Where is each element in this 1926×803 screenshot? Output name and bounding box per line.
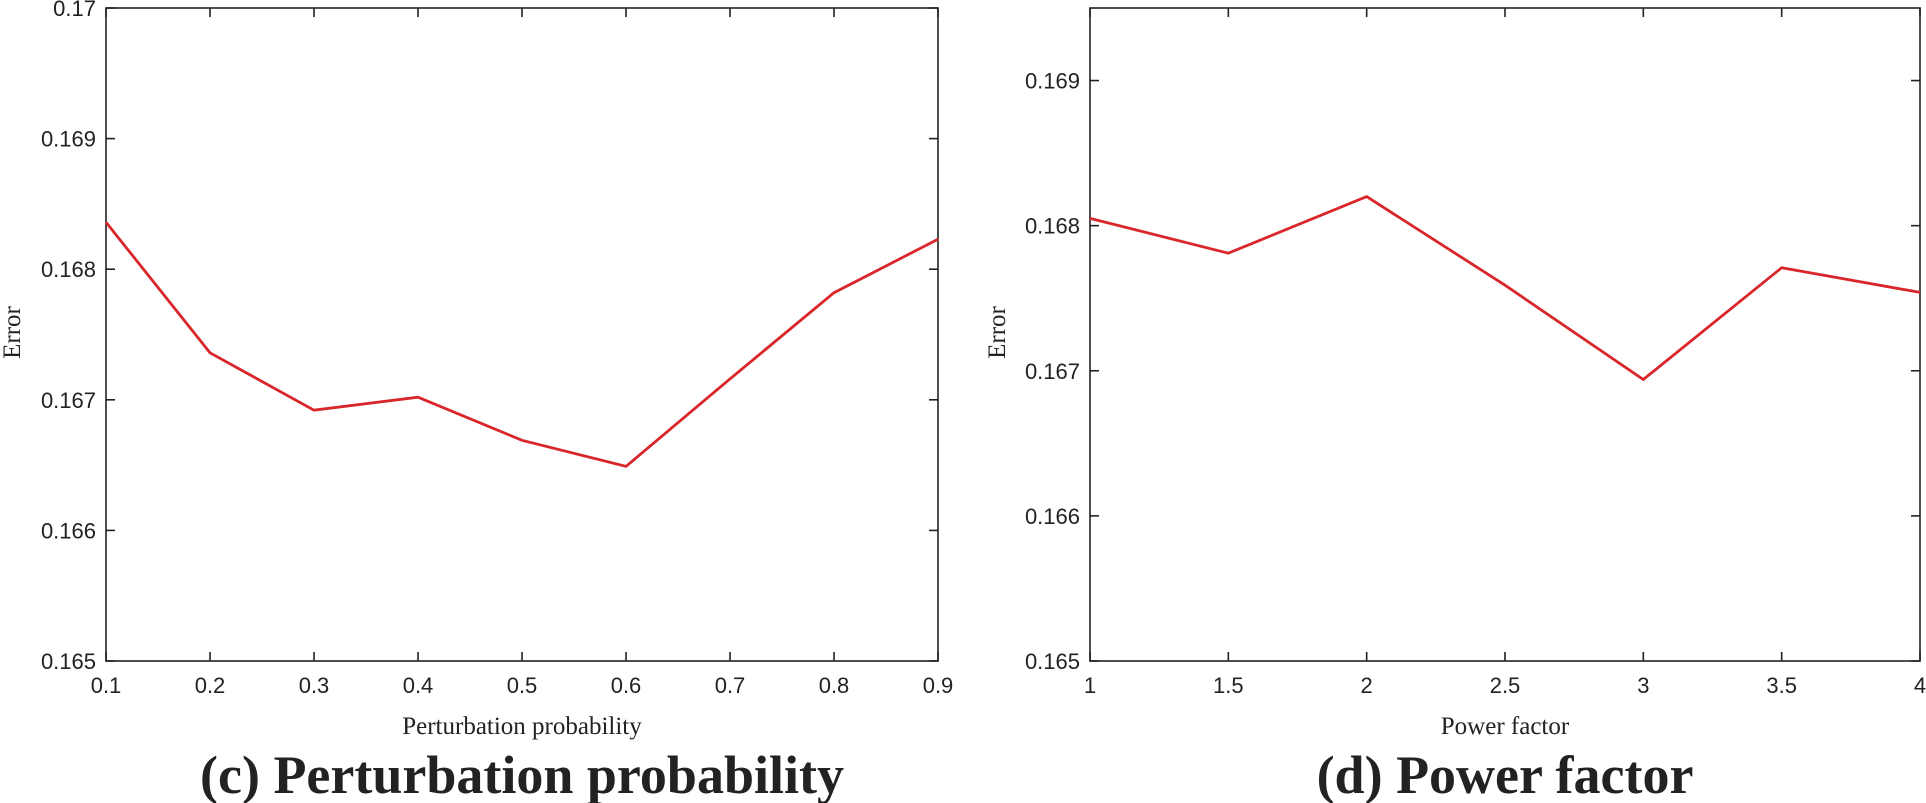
y-tick-label: 0.168 <box>1025 214 1080 239</box>
x-tick-label: 1 <box>1084 673 1096 698</box>
y-axis-label: Error <box>0 305 26 358</box>
x-axis-label: Perturbation probability <box>402 713 642 740</box>
chart-panel-0: 0.1 0.2 0.3 0.4 0.5 0.6 0.7 0.8 0.9 0.165 0.166 0.1… <box>0 0 953 803</box>
y-tick-label: 0.165 <box>41 649 96 674</box>
y-tick-label: 0.166 <box>41 518 96 543</box>
chart-panel-1: 1 1.5 2 2.5 3 3.5 4 0.165 0.166 0.167 0.168 0.169 Po… <box>984 7 1926 803</box>
x-tick-label: 0.7 <box>715 673 746 698</box>
x-tick-label: 0.3 <box>299 673 330 698</box>
x-tick-label: 0.4 <box>403 673 434 698</box>
y-tick-label: 0.167 <box>1025 359 1080 384</box>
x-tick-label: 1.5 <box>1213 673 1244 698</box>
x-tick-label: 0.6 <box>611 673 642 698</box>
chart-caption: (c) Perturbation probability <box>200 745 844 803</box>
y-axis-label: Error <box>984 305 1011 358</box>
y-tick-label: 0.169 <box>41 127 96 152</box>
x-tick-label: 0.2 <box>195 673 226 698</box>
x-tick-label: 0.8 <box>819 673 850 698</box>
series-line <box>1089 195 1921 382</box>
plot-frame <box>105 7 939 662</box>
series-line <box>104 221 939 468</box>
x-tick-label: 2.5 <box>1490 673 1521 698</box>
x-tick-label: 0.1 <box>91 673 122 698</box>
x-axis-label: Power factor <box>1441 713 1570 740</box>
plot-frame <box>1089 7 1921 662</box>
y-tick-label: 0.166 <box>1025 504 1080 529</box>
x-tick-label: 0.5 <box>507 673 538 698</box>
y-tick-label: 0.169 <box>1025 69 1080 94</box>
x-tick-label: 4 <box>1914 673 1926 698</box>
y-tick-label: 0.17 <box>53 0 96 21</box>
y-tick-label: 0.165 <box>1025 649 1080 674</box>
y-tick-label: 0.167 <box>41 388 96 413</box>
x-tick-label: 0.9 <box>923 673 954 698</box>
x-tick-label: 3.5 <box>1766 673 1797 698</box>
y-tick-label: 0.168 <box>41 257 96 282</box>
x-tick-label: 3 <box>1637 673 1649 698</box>
chart-caption: (d) Power factor <box>1317 745 1694 803</box>
x-tick-label: 2 <box>1361 673 1373 698</box>
